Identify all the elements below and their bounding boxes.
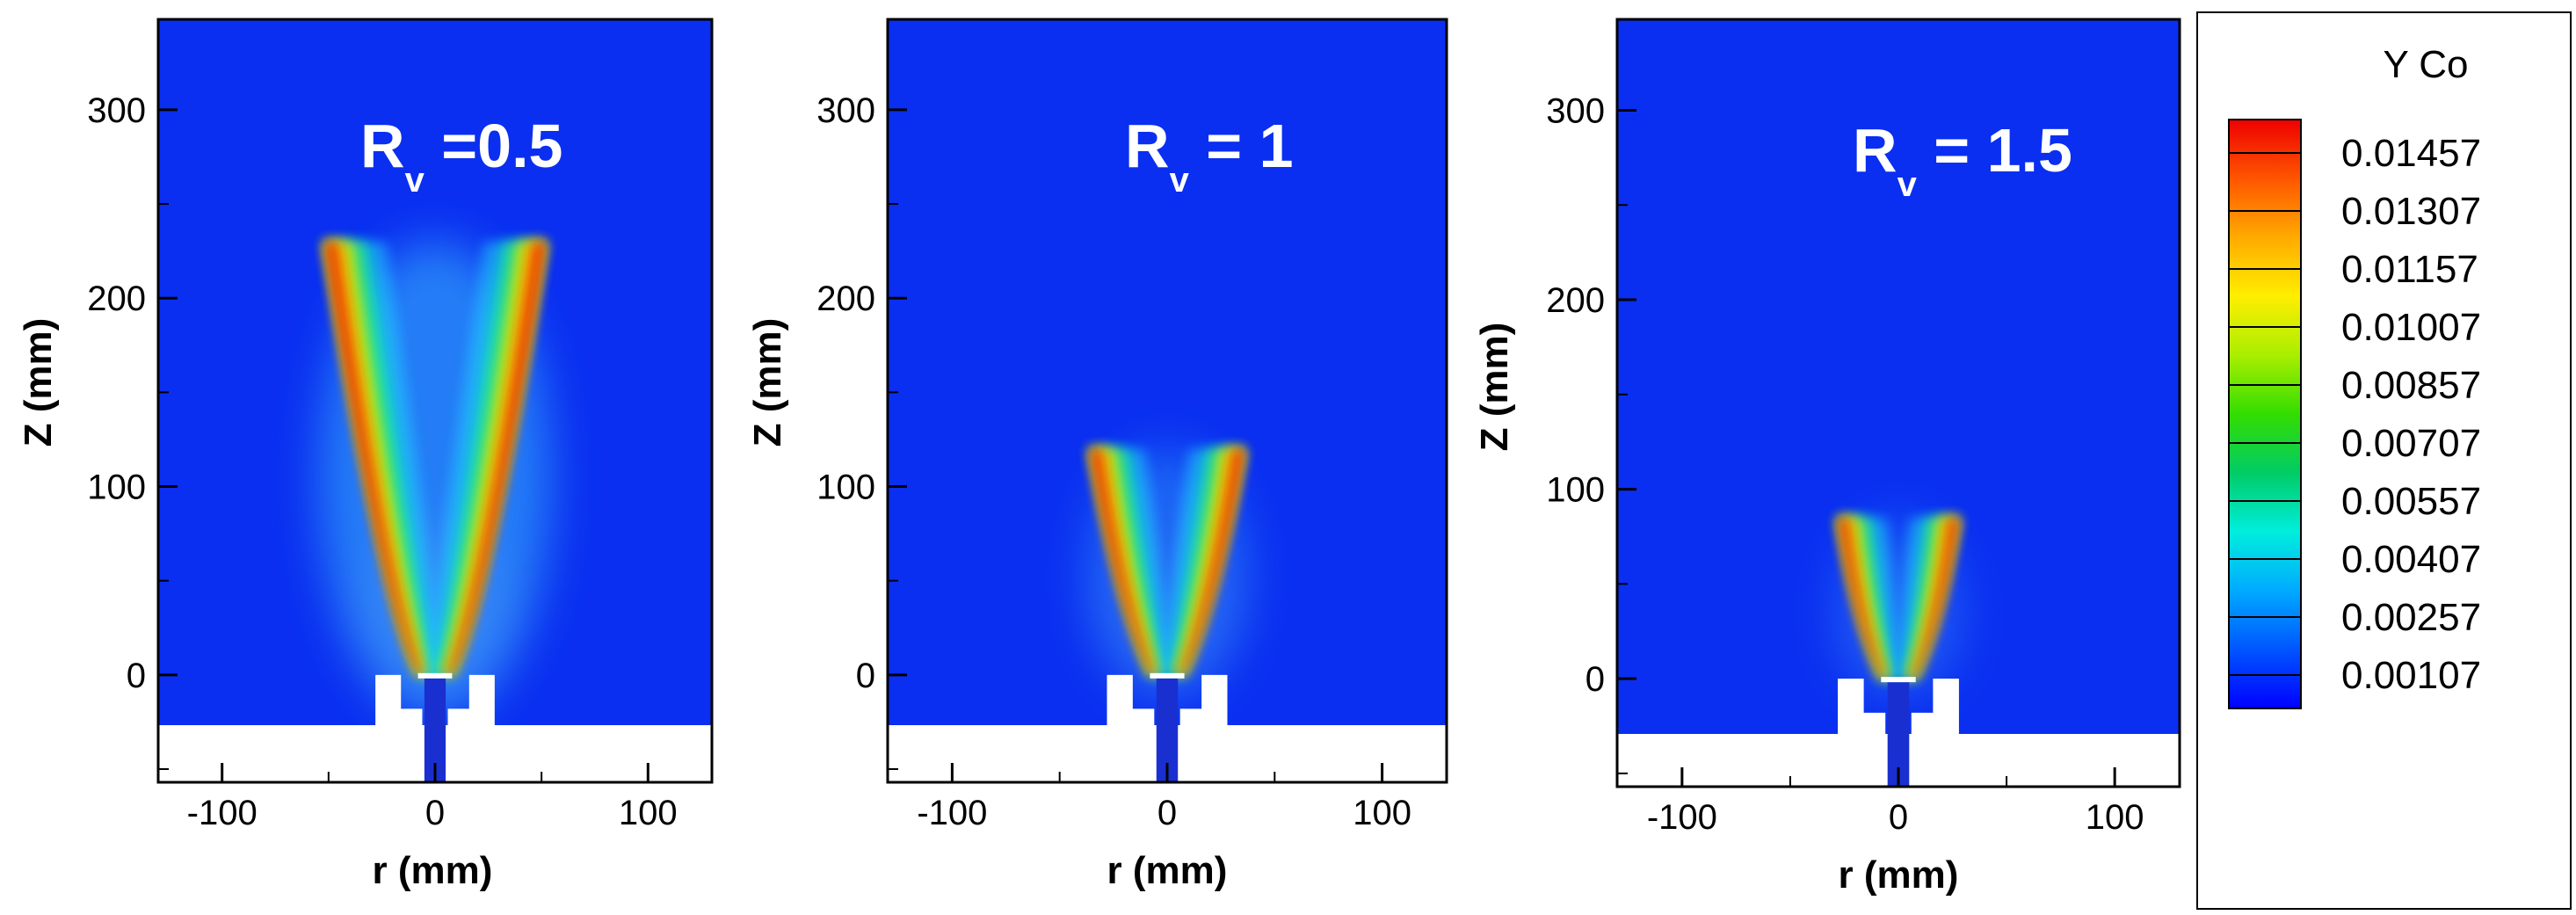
colorbar-level-label: 0.00407 (2341, 538, 2481, 581)
panel-2-ytick-label: 100 (816, 468, 875, 507)
panel-3-label-main: R (1853, 116, 1898, 185)
colorbar-title: Y Co (2383, 43, 2468, 86)
panel-3-ytick-label: 200 (1546, 281, 1605, 320)
panel-2-label-sub: v (1170, 161, 1190, 200)
panel-2-xtick-label: 0 (1157, 794, 1177, 832)
panel-1-xtick-label: -100 (187, 794, 258, 832)
panel-1-ytick-label: 200 (87, 280, 146, 318)
colorbar-level-label: 0.01457 (2341, 132, 2481, 175)
panel-2-xlabel: r (mm) (1107, 849, 1228, 892)
panel-2-field (888, 19, 1447, 725)
panel-1-label-sub: v (405, 161, 425, 200)
panel-2: -100 0 100 0 100 200 300 Rv = 1 Z (mm) r (mm) (746, 18, 1448, 892)
panel-2-plume-arm (1089, 448, 1172, 675)
panel-3-inlet-lip (1881, 677, 1916, 683)
panel-1-label: Rv =0.5 (360, 112, 562, 200)
colorbar-legend: Y Co 0.01457 0.01307 0.01157 0.01007 0.00857… (2196, 11, 2572, 910)
panel-1-label-main: R (360, 112, 405, 180)
panel-1-burner-block (447, 674, 495, 725)
panel-3-xtick-label: 100 (2086, 798, 2144, 837)
panel-3-label-sub: v (1898, 165, 1918, 204)
panel-3-ytick-label: 0 (1586, 660, 1605, 699)
colorbar-level-label: 0.01157 (2341, 248, 2478, 291)
panel-3-plume-arm (1838, 517, 1901, 679)
panel-1-xtick-label: 0 (425, 794, 445, 832)
panel-1-burner-block (375, 674, 423, 725)
panel-3-burner-block (1911, 679, 1959, 734)
panel-1-field (158, 19, 712, 725)
panel-1: -100 0 100 0 100 200 300 Rv =0.5 Z (mm) r (mm) (17, 18, 714, 892)
colorbar-level-label: 0.00857 (2341, 364, 2481, 407)
panel-1-plume-arm (427, 241, 546, 675)
panel-2-inlet-lip (1150, 672, 1185, 679)
panel-2-burner-block (1107, 674, 1155, 725)
panel-2-label-main: R (1125, 112, 1170, 180)
panel-2-ytick-label: 200 (816, 280, 875, 318)
colorbar-level-label: 0.00257 (2341, 596, 2481, 639)
panel-2-label: Rv = 1 (1125, 112, 1294, 200)
panel-3-burner-block (1838, 679, 1886, 734)
colorbar-gradient (2228, 119, 2302, 709)
panel-1-inlet-lip (417, 672, 453, 679)
panel-3-xtick-label: 0 (1889, 798, 1908, 837)
panel-2-axes: -100 0 100 0 100 200 300 (816, 18, 1448, 832)
panel-3-ytick-label: 300 (1546, 91, 1605, 130)
panel-1-xlabel: r (mm) (373, 849, 493, 892)
panel-2-xtick-label: -100 (917, 794, 987, 832)
panel-1-ytick-label: 100 (87, 468, 146, 507)
panel-1-xtick-label: 100 (619, 794, 678, 832)
panel-2-ytick-label: 300 (816, 91, 875, 130)
panel-2-ytick-label: 0 (856, 657, 875, 695)
panel-2-ylabel: Z (mm) (746, 318, 789, 447)
panel-3: -100 0 100 0 100 200 300 Rv = 1.5 Z (mm) r (mm… (1473, 18, 2181, 897)
colorbar-level-label: 0.00557 (2341, 480, 2481, 523)
panel-1-ytick-label: 300 (87, 91, 146, 130)
panel-2-burner-block (1179, 674, 1228, 725)
panel-1-label-rest: =0.5 (424, 112, 563, 180)
panel-3-xtick-label: -100 (1647, 798, 1717, 837)
panel-1-ylabel: Z (mm) (17, 318, 60, 447)
panel-1-ytick-label: 0 (127, 657, 146, 695)
panel-3-ylabel: Z (mm) (1473, 323, 1516, 452)
panel-3-xlabel: r (mm) (1839, 853, 1959, 897)
panel-2-label-rest: = 1 (1189, 112, 1294, 180)
panel-3-axes: -100 0 100 0 100 200 300 (1546, 18, 2181, 837)
panel-1-axes: -100 0 100 0 100 200 300 (87, 18, 714, 832)
colorbar-levels: 0.01457 0.01307 0.01157 0.01007 0.00857 0.007… (2229, 132, 2481, 697)
panel-2-plume-arm (1162, 448, 1245, 675)
colorbar-level-label: 0.01007 (2341, 306, 2481, 349)
panel-3-label: Rv = 1.5 (1853, 116, 2072, 204)
panel-3-label-rest: = 1.5 (1917, 116, 2072, 185)
panel-1-plume-arm (324, 241, 443, 675)
panel-3-field (1617, 19, 2180, 734)
colorbar-level-label: 0.00707 (2341, 422, 2481, 465)
colorbar-level-label: 0.01307 (2341, 190, 2481, 233)
panel-3-ytick-label: 100 (1546, 471, 1605, 510)
colorbar-level-label: 0.00107 (2341, 654, 2481, 697)
panel-3-plume-arm (1896, 517, 1959, 679)
panel-2-xtick-label: 100 (1353, 794, 1411, 832)
